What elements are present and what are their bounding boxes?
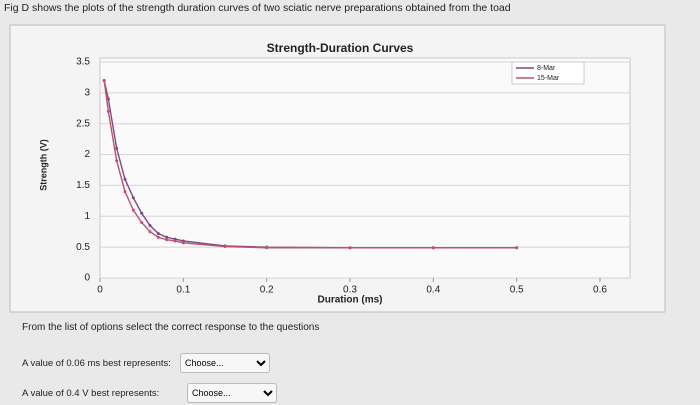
y-tick-label: 0 (84, 273, 90, 284)
point (102, 79, 106, 83)
point (148, 224, 152, 228)
y-tick-label: 3.5 (76, 57, 90, 68)
series-line (103, 80, 517, 249)
x-tick-label: 0.1 (176, 285, 190, 296)
point (131, 196, 135, 200)
x-tick-label: 0.6 (593, 285, 607, 296)
x-tick-label: 0.3 (343, 285, 357, 296)
question: A value of 0.4 V best represents: Choose… (22, 383, 277, 403)
x-tick-label: 0 (97, 285, 103, 296)
y-tick-label: 1 (84, 211, 90, 222)
point (515, 246, 519, 250)
x-tick-label: 0.2 (260, 285, 274, 296)
y-tick-label: 0.5 (76, 242, 90, 253)
point (165, 238, 169, 242)
legend-label: 8-Mar (537, 65, 556, 72)
point (265, 246, 269, 250)
answer-select[interactable]: Choose... (187, 383, 277, 403)
question-text: A value of 0.4 V best represents: (22, 388, 160, 399)
y-tick-label: 1.5 (76, 180, 90, 191)
point (223, 245, 227, 249)
chart: Strength-Duration Curves Duration (ms) S… (9, 24, 666, 313)
question-text: A value of 0.06 ms best represents: (22, 358, 171, 369)
x-axis-label: Duration (ms) (318, 295, 383, 306)
x-tick-label: 0.5 (510, 285, 524, 296)
answer-select[interactable]: Choose... (180, 353, 270, 373)
question: A value of 0.06 ms best represents: Choo… (22, 353, 270, 373)
point (131, 208, 135, 212)
y-tick-label: 2.5 (76, 118, 90, 129)
y-tick-label: 3 (84, 87, 90, 98)
point (106, 109, 110, 113)
x-tick-label: 0.4 (426, 285, 440, 296)
point (348, 246, 352, 250)
point (181, 241, 185, 245)
plot-area (99, 57, 631, 279)
point (140, 211, 144, 215)
instructions: From the list of options select the corr… (22, 322, 320, 333)
point (156, 235, 160, 239)
header: Fig D shows the plots of the strength du… (4, 2, 511, 14)
y-axis-label: Strength (V) (38, 139, 48, 191)
point (115, 146, 119, 150)
y-tick-label: 2 (84, 149, 90, 160)
legend-label: 15-Mar (537, 75, 560, 82)
point (140, 220, 144, 224)
chart-title: Strength-Duration Curves (267, 41, 414, 55)
point (115, 159, 119, 163)
point (148, 230, 152, 234)
point (123, 190, 127, 194)
point (123, 177, 127, 181)
point (173, 239, 177, 243)
point (106, 97, 110, 101)
point (156, 232, 160, 236)
point (165, 235, 169, 239)
point (431, 246, 435, 250)
